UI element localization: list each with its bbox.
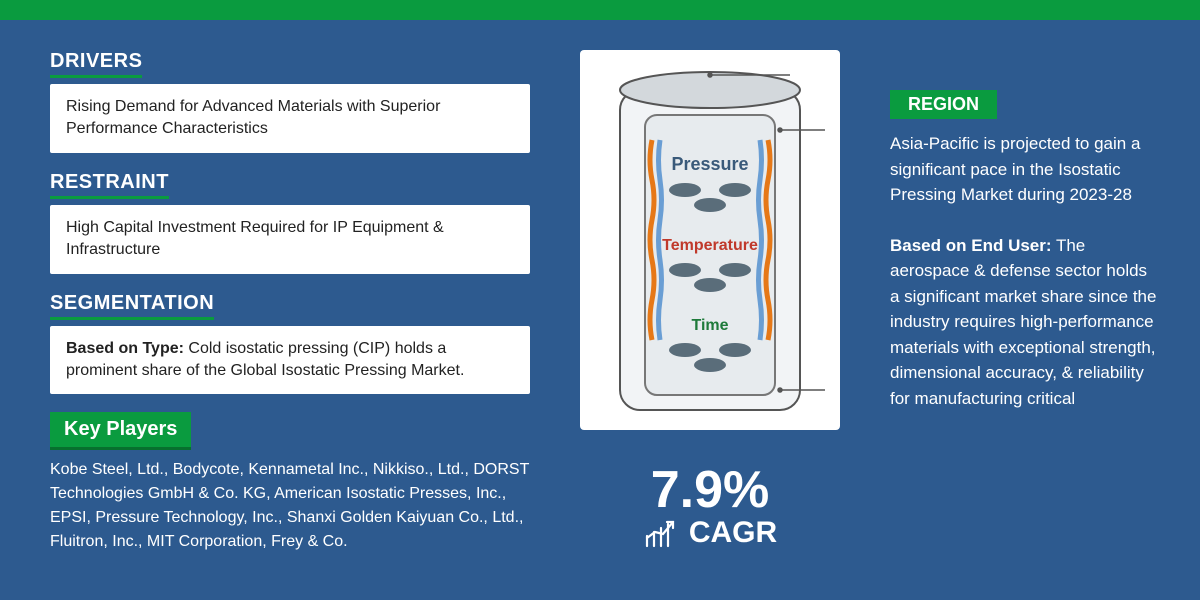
enduser-section: Based on End User: The aerospace & defen… <box>890 233 1160 412</box>
diagram-time-label: Time <box>691 317 728 334</box>
restraint-section: RESTRAINT High Capital Investment Requir… <box>50 171 530 274</box>
restraint-text: High Capital Investment Required for IP … <box>50 205 530 274</box>
segmentation-heading: SEGMENTATION <box>50 292 214 320</box>
region-heading: REGION <box>890 90 997 119</box>
diagram-pressure-label: Pressure <box>671 154 748 174</box>
cagr-row: CAGR <box>643 516 777 550</box>
center-column: Pressure Temperature Time 7.9% <box>560 50 860 600</box>
growth-icon <box>643 518 679 548</box>
segmentation-text: Based on Type: Cold isostatic pressing (… <box>50 326 530 395</box>
cagr-block: 7.9% CAGR <box>643 460 777 550</box>
drivers-text: Rising Demand for Advanced Materials wit… <box>50 84 530 153</box>
region-section: REGION Asia-Pacific is projected to gain… <box>890 90 1160 208</box>
top-accent-bar <box>0 0 1200 20</box>
enduser-bold: Based on End User: <box>890 236 1052 255</box>
keyplayers-text: Kobe Steel, Ltd., Bodycote, Kennametal I… <box>50 458 530 554</box>
region-text: Asia-Pacific is projected to gain a sign… <box>890 131 1160 208</box>
cagr-label: CAGR <box>689 516 777 550</box>
drivers-section: DRIVERS Rising Demand for Advanced Mater… <box>50 50 530 153</box>
segmentation-section: SEGMENTATION Based on Type: Cold isostat… <box>50 292 530 395</box>
diagram-temperature-label: Temperature <box>662 237 758 254</box>
right-column: REGION Asia-Pacific is projected to gain… <box>890 50 1160 600</box>
drivers-heading: DRIVERS <box>50 50 142 78</box>
isostatic-press-svg: Pressure Temperature Time <box>590 60 830 420</box>
pressing-diagram: Pressure Temperature Time <box>580 50 840 430</box>
segmentation-bold: Based on Type: <box>66 340 184 357</box>
restraint-heading: RESTRAINT <box>50 171 169 199</box>
keyplayers-heading: Key Players <box>50 412 191 450</box>
left-column: DRIVERS Rising Demand for Advanced Mater… <box>50 50 530 600</box>
main-content: DRIVERS Rising Demand for Advanced Mater… <box>0 20 1200 600</box>
enduser-body: The aerospace & defense sector holds a s… <box>890 236 1156 408</box>
cagr-value: 7.9% <box>643 460 777 520</box>
keyplayers-section: Key Players Kobe Steel, Ltd., Bodycote, … <box>50 412 530 554</box>
